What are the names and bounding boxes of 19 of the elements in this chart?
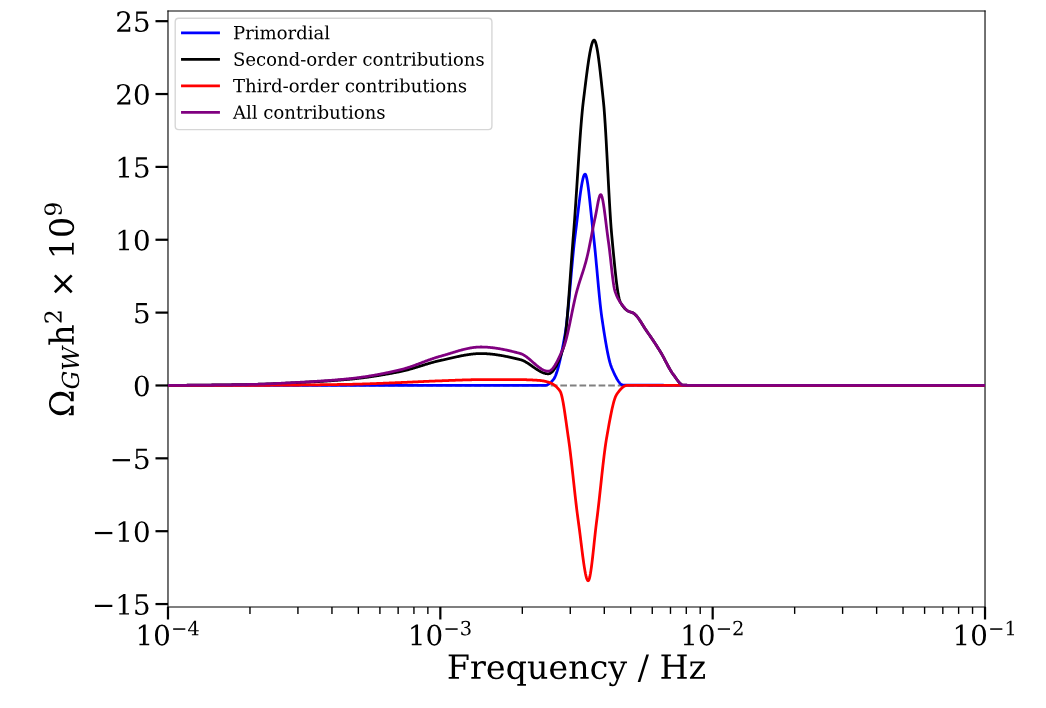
legend-label: Second-order contributions — [234, 51, 484, 66]
y-tick-label: −15 — [94, 593, 149, 615]
y-tick-label: 15 — [118, 156, 149, 178]
y-tick-label: 5 — [135, 302, 149, 324]
legend-label: All contributions — [232, 104, 385, 119]
y-tick-label: 0 — [134, 375, 149, 397]
x-tick-label: 10$^{−2}$ — [683, 620, 743, 646]
x-tick-label: 10$^{−3}$ — [411, 620, 471, 646]
y-axis-title: Ω$_{GW}$h$^{2}$ × 10$^{9}$ — [44, 203, 80, 416]
y-tick-label: 20 — [117, 83, 149, 105]
x-tick-label: 10$^{−4}$ — [138, 620, 199, 646]
y-tick-label: −5 — [112, 448, 149, 470]
x-axis-title: Frequency / Hz — [448, 654, 705, 687]
legend-label: Primordial — [233, 25, 330, 40]
y-tick-label: 10 — [118, 229, 149, 251]
legend-label: Third-order contributions — [233, 78, 467, 93]
x-tick-label: 10$^{−1}$ — [955, 620, 1015, 646]
y-tick-label: 25 — [117, 11, 149, 33]
y-tick-label: −10 — [94, 521, 149, 543]
